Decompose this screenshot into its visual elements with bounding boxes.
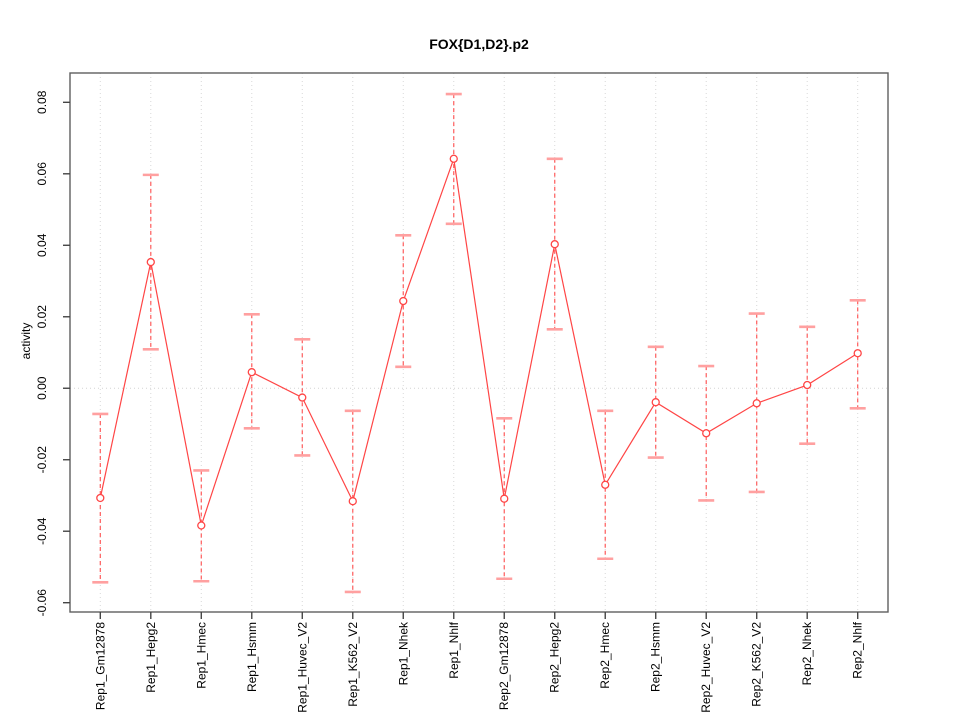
x-tick-label: Rep1_Hepg2 <box>144 622 158 693</box>
data-point <box>247 368 256 377</box>
y-tick-label: 0.08 <box>35 90 49 114</box>
data-point <box>96 493 105 503</box>
data-point <box>853 349 862 358</box>
data-point <box>500 494 509 503</box>
data-point <box>298 393 307 402</box>
y-tick-label: -0.02 <box>35 446 49 474</box>
chart-title: FOX{D1,D2}.p2 <box>429 36 529 52</box>
x-tick-label: Rep2_Nhlf <box>851 621 865 678</box>
x-tick-label: Rep1_Hmec <box>194 622 208 689</box>
data-point <box>601 480 610 489</box>
x-tick-label: Rep2_Gm12878 <box>497 622 511 710</box>
y-tick-label: -0.06 <box>35 589 49 617</box>
x-tick-label: Rep2_K562_V2 <box>750 622 764 707</box>
data-point <box>399 296 408 306</box>
data-point <box>146 257 155 267</box>
data-point <box>651 398 660 407</box>
y-tick-label: -0.04 <box>35 517 49 545</box>
y-tick-label: 0.04 <box>35 233 49 257</box>
y-tick-label: 0.00 <box>35 376 49 400</box>
y-tick-label: 0.02 <box>35 305 49 329</box>
x-tick-label: Rep2_Huvec_V2 <box>699 622 713 713</box>
data-point <box>348 497 357 506</box>
plot-frame <box>69 72 889 613</box>
x-tick-label: Rep2_Hmec <box>598 622 612 689</box>
data-point <box>550 240 559 249</box>
data-point <box>197 521 206 530</box>
data-point <box>449 154 458 163</box>
x-tick-label: Rep2_Nhek <box>800 621 814 685</box>
data-point <box>803 380 812 390</box>
series-line <box>99 158 859 528</box>
x-tick-label: Rep1_Nhlf <box>447 621 461 678</box>
x-tick-label: Rep1_Hsmm <box>245 622 259 692</box>
x-tick-label: Rep2_Hepg2 <box>548 622 562 693</box>
x-tick-label: Rep1_K562_V2 <box>346 622 360 707</box>
x-tick-label: Rep1_Nhek <box>396 621 410 685</box>
data-point <box>702 429 711 438</box>
x-tick-label: Rep1_Gm12878 <box>93 622 107 710</box>
x-tick-label: Rep1_Huvec_V2 <box>295 622 309 713</box>
x-tick-label: Rep2_Hsmm <box>649 622 663 692</box>
data-point <box>752 399 761 408</box>
y-tick-label: 0.06 <box>35 162 49 186</box>
